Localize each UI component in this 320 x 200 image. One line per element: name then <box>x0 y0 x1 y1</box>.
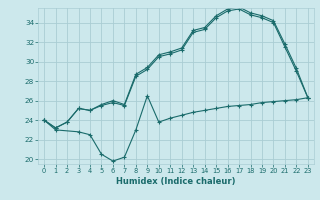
X-axis label: Humidex (Indice chaleur): Humidex (Indice chaleur) <box>116 177 236 186</box>
